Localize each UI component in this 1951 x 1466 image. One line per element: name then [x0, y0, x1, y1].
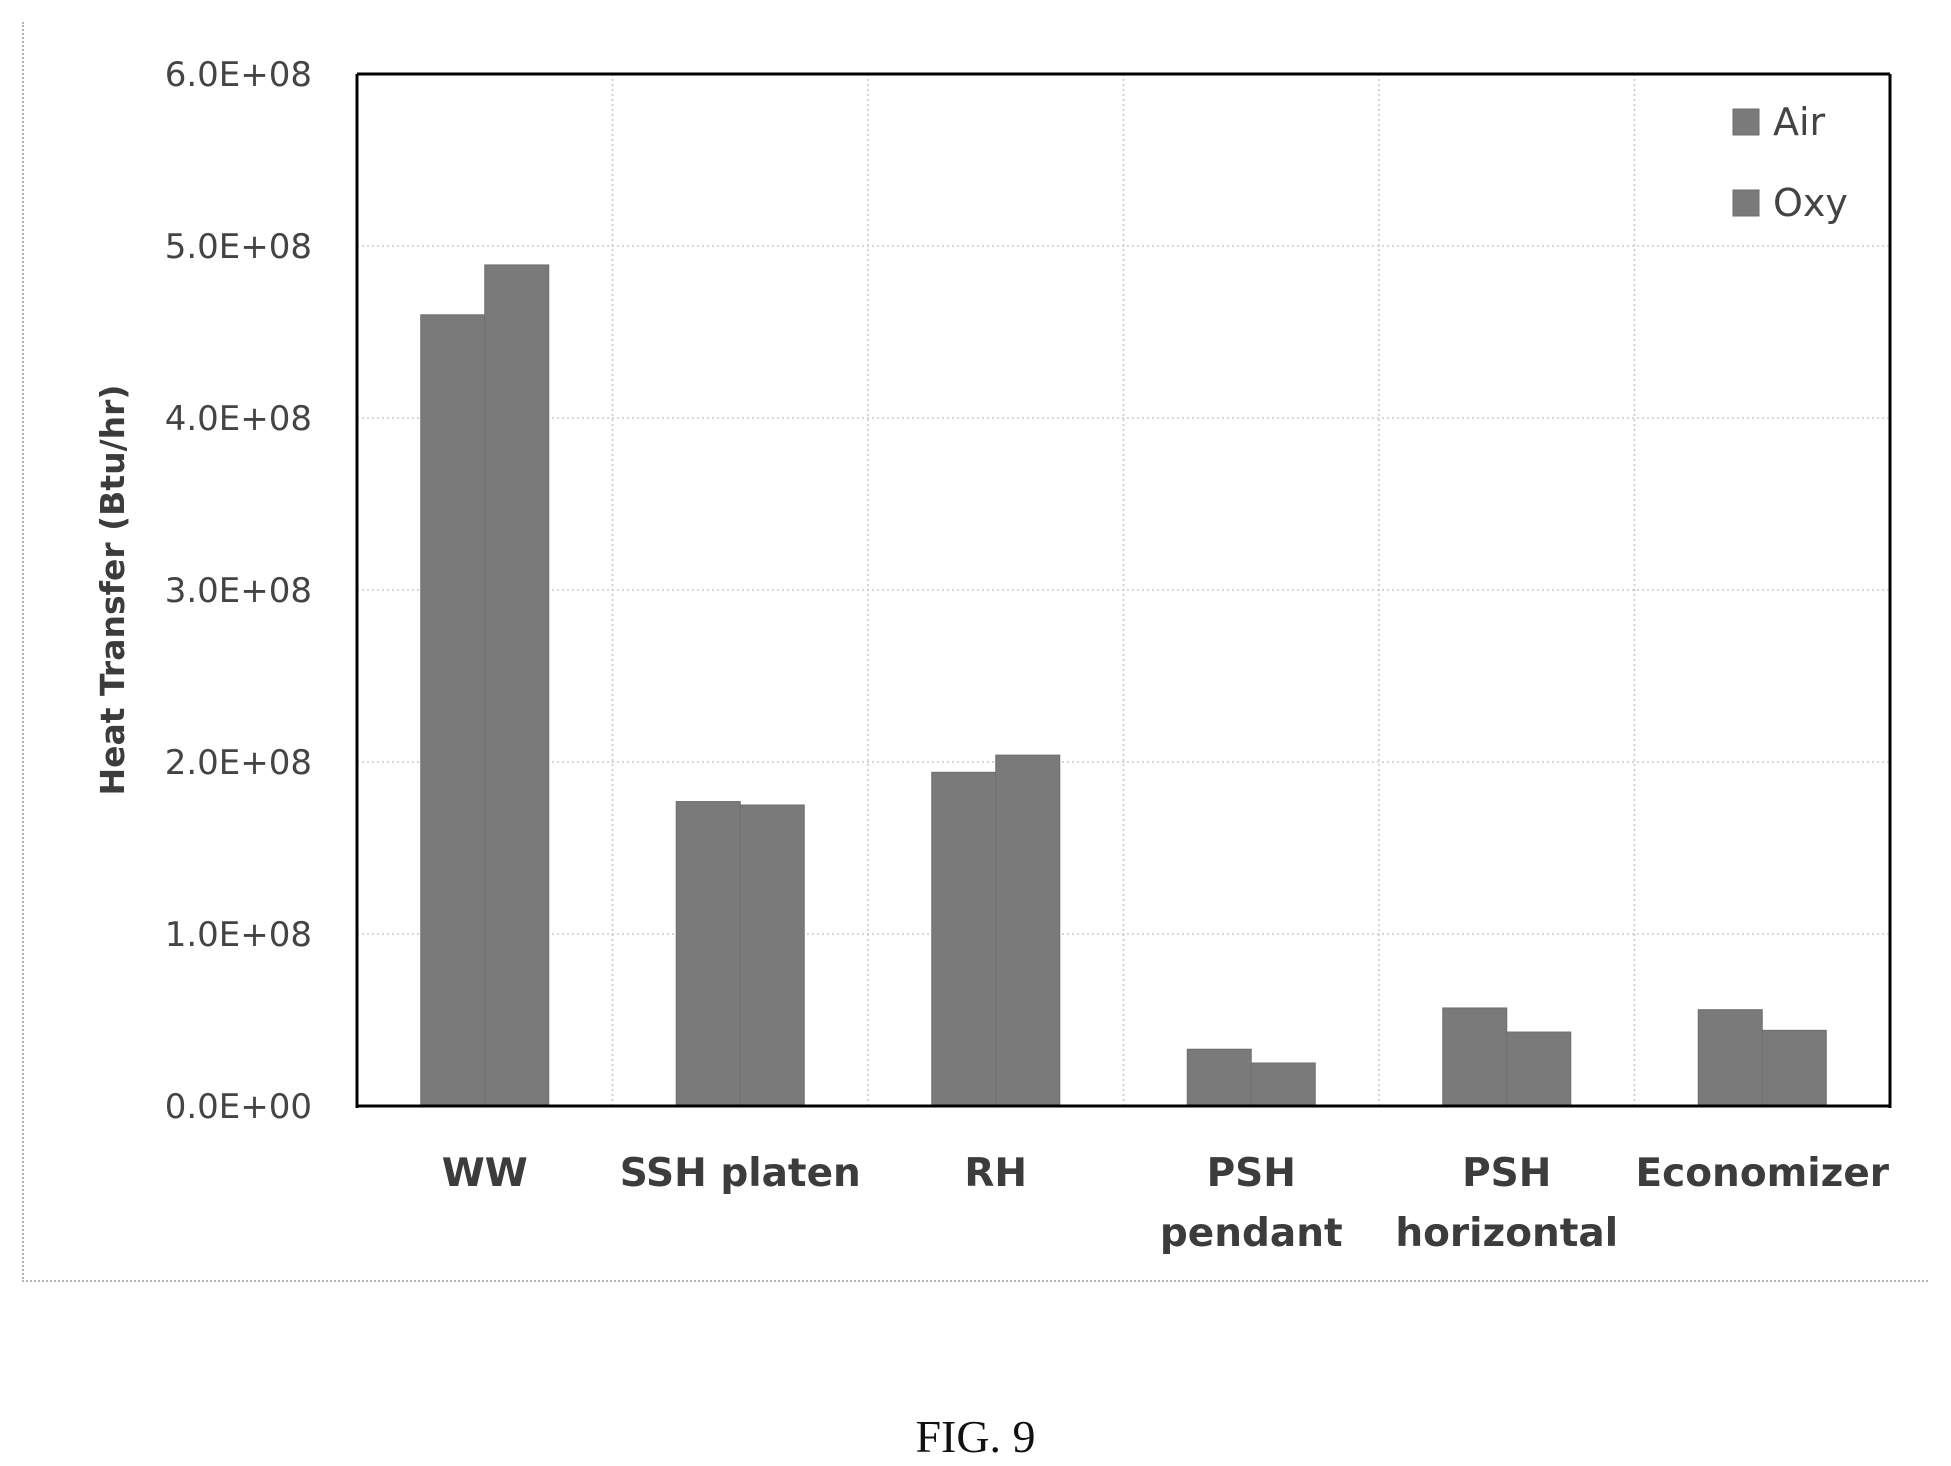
- bar-air-psh-horizontal: [1442, 1007, 1508, 1107]
- y-tick-label: 4.0E+08: [165, 399, 312, 439]
- bar-oxy-psh-pendant: [1250, 1062, 1316, 1107]
- x-tick-label: RH: [964, 1151, 1027, 1196]
- bar-air-rh: [931, 771, 997, 1107]
- y-tick-label: 0.0E+00: [165, 1087, 312, 1127]
- y-tick-label: 6.0E+08: [165, 55, 312, 95]
- x-tick-label: WW: [442, 1151, 528, 1196]
- bar-oxy-economizer: [1761, 1029, 1827, 1107]
- y-axis-title: Heat Transfer (Btu/hr): [93, 384, 132, 795]
- y-tick-label: 3.0E+08: [165, 571, 312, 611]
- bar-air-ssh-platen: [675, 801, 741, 1107]
- legend-label-oxy: Oxy: [1773, 181, 1848, 225]
- x-tick-label: PSH: [1207, 1151, 1296, 1196]
- y-tick-label: 2.0E+08: [165, 743, 312, 783]
- x-tick-label: pendant: [1160, 1211, 1343, 1256]
- legend-swatch-air: [1732, 108, 1760, 136]
- bar-oxy-psh-horizontal: [1506, 1031, 1572, 1107]
- bar-oxy-ssh-platen: [739, 804, 805, 1107]
- bar-air-psh-pendant: [1186, 1048, 1252, 1107]
- y-tick-label: 5.0E+08: [165, 227, 312, 267]
- legend-label-air: Air: [1773, 100, 1826, 144]
- chart-frame: [22, 22, 1928, 1282]
- bar-air-economizer: [1697, 1009, 1763, 1107]
- bar-oxy-ww: [484, 264, 550, 1107]
- figure-caption: FIG. 9: [915, 1411, 1036, 1462]
- bar-air-ww: [420, 314, 486, 1107]
- x-tick-label: horizontal: [1395, 1211, 1618, 1256]
- x-tick-label: Economizer: [1636, 1151, 1890, 1196]
- legend-swatch-oxy: [1732, 189, 1760, 217]
- bar-oxy-rh: [995, 754, 1061, 1107]
- y-tick-label: 1.0E+08: [165, 915, 312, 955]
- x-tick-label: SSH platen: [620, 1151, 861, 1196]
- x-tick-label: PSH: [1462, 1151, 1551, 1196]
